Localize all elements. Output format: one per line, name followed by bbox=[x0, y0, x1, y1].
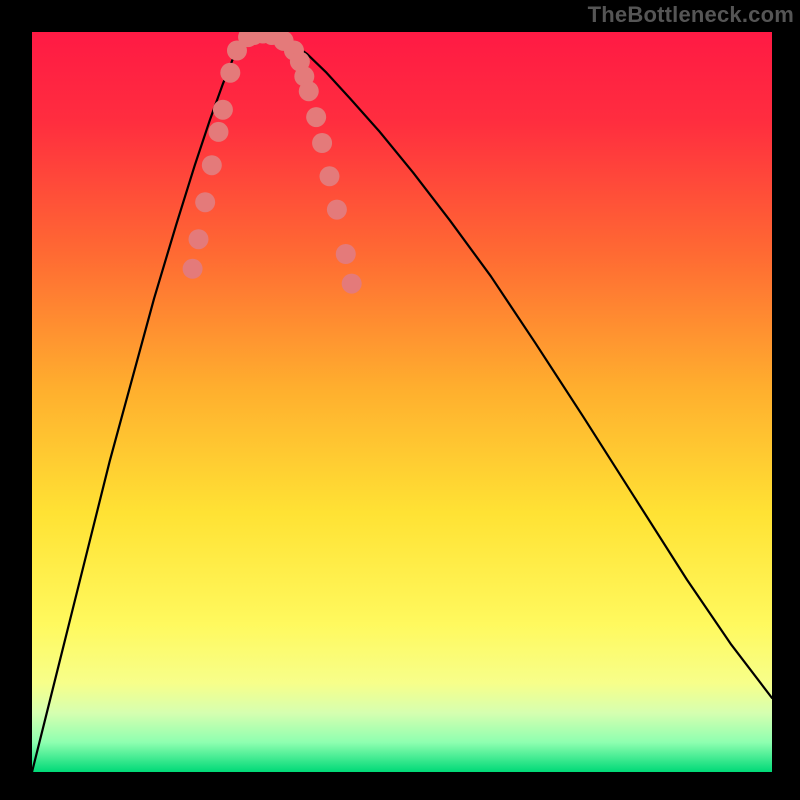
chart-svg bbox=[32, 32, 772, 772]
overlay-point bbox=[299, 81, 319, 101]
plot-area bbox=[32, 32, 772, 772]
chart-background bbox=[32, 32, 772, 772]
overlay-point bbox=[195, 192, 215, 212]
overlay-point bbox=[183, 259, 203, 279]
overlay-point bbox=[336, 244, 356, 264]
overlay-point bbox=[342, 274, 362, 294]
overlay-point bbox=[213, 100, 233, 120]
attribution-text: TheBottleneck.com bbox=[588, 2, 794, 28]
overlay-point bbox=[306, 107, 326, 127]
overlay-point bbox=[208, 122, 228, 142]
overlay-point bbox=[202, 155, 222, 175]
overlay-point bbox=[312, 133, 332, 153]
overlay-point bbox=[189, 229, 209, 249]
overlay-point bbox=[319, 166, 339, 186]
overlay-point bbox=[327, 200, 347, 220]
overlay-point bbox=[220, 63, 240, 83]
